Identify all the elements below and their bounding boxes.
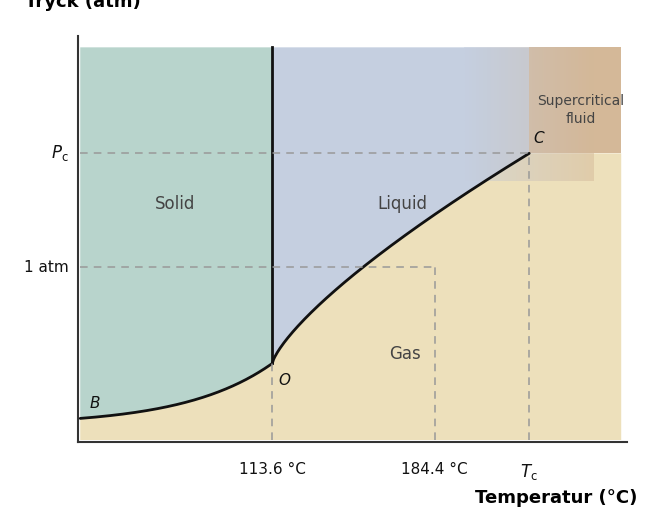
Polygon shape	[80, 47, 272, 440]
Text: Solid: Solid	[154, 196, 195, 213]
Text: Supercritical
fluid: Supercritical fluid	[537, 94, 624, 126]
Text: $P_\mathrm{c}$: $P_\mathrm{c}$	[50, 143, 68, 164]
Text: Tryck (atm): Tryck (atm)	[25, 0, 141, 11]
Text: 1 atm: 1 atm	[23, 260, 68, 275]
Text: Gas: Gas	[389, 344, 421, 363]
Text: 184.4 °C: 184.4 °C	[401, 462, 468, 477]
Text: 113.6 °C: 113.6 °C	[239, 462, 306, 477]
Text: C: C	[534, 131, 544, 146]
Text: $T_\mathrm{c}$: $T_\mathrm{c}$	[520, 462, 538, 482]
Polygon shape	[529, 47, 621, 153]
Text: Temperatur (°C): Temperatur (°C)	[475, 489, 638, 506]
Polygon shape	[80, 153, 621, 440]
Text: O: O	[279, 373, 291, 388]
Text: Liquid: Liquid	[377, 196, 427, 213]
Text: B: B	[90, 396, 101, 410]
Polygon shape	[272, 47, 529, 363]
